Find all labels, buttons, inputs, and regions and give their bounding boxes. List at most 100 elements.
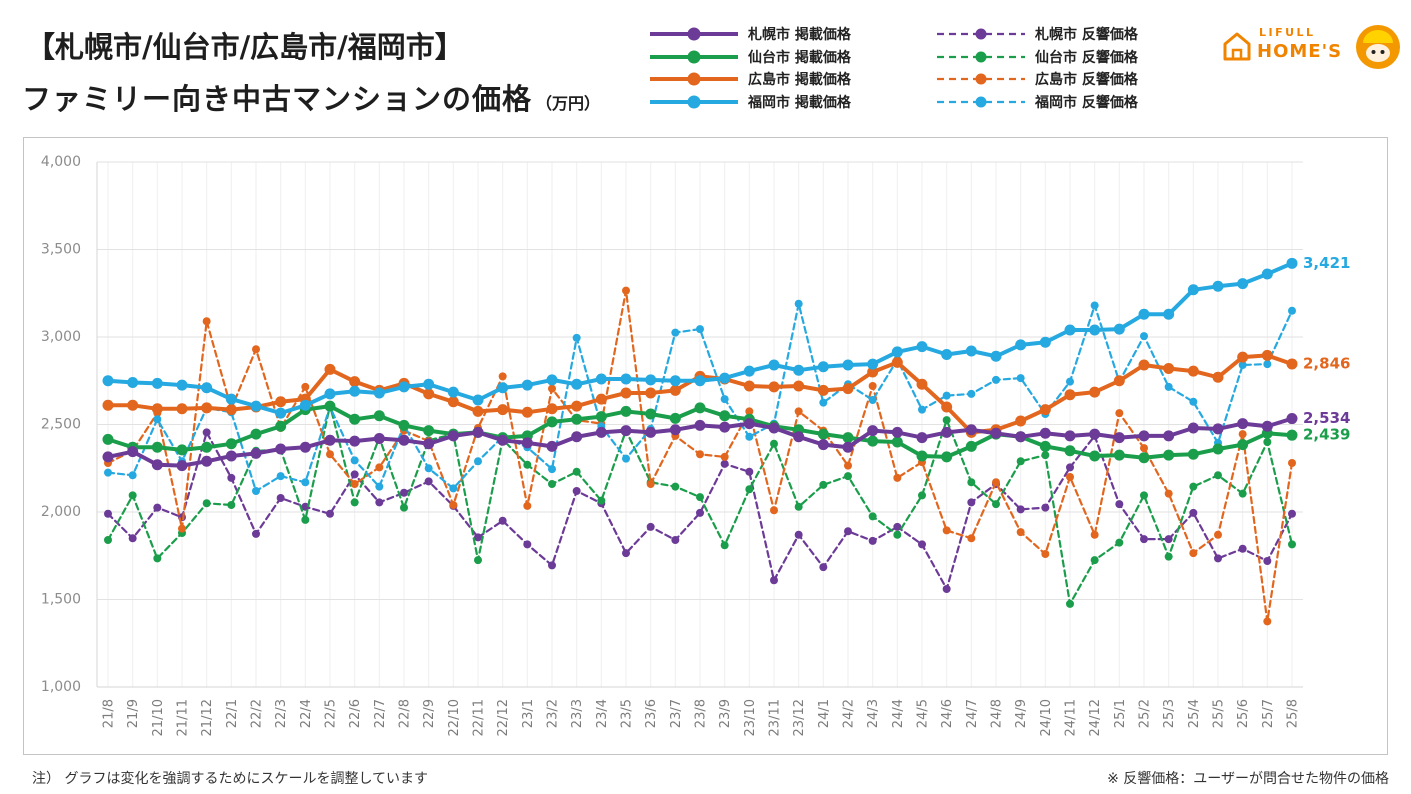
data-point-hiroshima-inquiry (1090, 530, 1099, 539)
data-point-sapporo-inquiry (252, 529, 260, 538)
data-point-fukuoka-listing (127, 377, 139, 388)
data-point-sendai-inquiry (104, 536, 112, 544)
x-tick-label: 23/4 (595, 699, 610, 728)
data-point-sapporo-listing (768, 422, 780, 434)
data-point-sapporo-listing (916, 432, 928, 444)
legend-item-sendai-inquiry: 仙台市 反響価格 (935, 47, 1138, 67)
legend-swatch (937, 28, 1025, 40)
data-point-hiroshima-listing (1015, 415, 1027, 427)
x-tick-label: 22/12 (496, 699, 511, 736)
data-point-fukuoka-inquiry (548, 465, 556, 474)
data-point-hiroshima-inquiry (350, 480, 359, 488)
series-fukuoka-listing (102, 257, 1298, 419)
data-point-sapporo-inquiry (548, 561, 556, 570)
data-point-fukuoka-inquiry (128, 471, 137, 480)
data-point-sapporo-listing (645, 426, 657, 438)
data-point-hiroshima-inquiry (1140, 444, 1148, 453)
data-point-fukuoka-listing (1187, 284, 1199, 296)
data-point-hiroshima-listing (521, 406, 533, 418)
data-point-sapporo-listing (349, 435, 361, 447)
data-point-fukuoka-listing (299, 399, 311, 411)
data-point-hiroshima-listing (324, 363, 336, 375)
data-point-fukuoka-inquiry (868, 396, 877, 404)
data-point-fukuoka-inquiry (1140, 332, 1148, 341)
data-point-fukuoka-listing (1163, 308, 1175, 320)
data-point-fukuoka-inquiry (350, 456, 359, 465)
legend-label: 仙台市 反響価格 (1035, 50, 1138, 66)
data-point-hiroshima-inquiry (868, 382, 877, 390)
data-point-sendai-inquiry (523, 460, 532, 469)
data-point-sendai-listing (225, 438, 237, 450)
data-point-sapporo-listing (990, 427, 1002, 439)
data-point-sendai-listing (398, 419, 410, 431)
data-point-fukuoka-inquiry (1189, 397, 1198, 406)
data-point-sendai-listing (1089, 450, 1101, 462)
end-value-label-fukuoka-listing: 3,421 (1303, 254, 1350, 272)
data-point-sapporo-inquiry (622, 549, 630, 558)
data-point-hiroshima-inquiry (1164, 489, 1173, 498)
data-point-fukuoka-listing (842, 359, 854, 371)
data-point-sapporo-inquiry (918, 540, 926, 549)
data-point-hiroshima-inquiry (202, 317, 211, 326)
data-point-fukuoka-listing (743, 365, 755, 377)
y-tick-label: 1,500 (41, 592, 81, 608)
data-point-sendai-inquiry (1140, 491, 1148, 500)
data-point-sendai-listing (176, 444, 188, 456)
data-point-hiroshima-listing (1064, 389, 1076, 401)
data-point-hiroshima-listing (1163, 363, 1175, 374)
data-point-sendai-listing (1187, 448, 1199, 460)
footnote-scale: 注） グラフは変化を強調するためにスケールを調整しています (32, 771, 429, 787)
data-point-sapporo-listing (1113, 432, 1125, 444)
data-point-sendai-listing (1039, 440, 1051, 452)
data-point-fukuoka-listing (941, 349, 953, 360)
x-tick-label: 22/3 (274, 699, 289, 728)
data-point-sendai-inquiry (1214, 471, 1222, 480)
data-point-sapporo-listing (324, 434, 336, 446)
data-point-sendai-inquiry (967, 478, 976, 487)
data-point-sapporo-inquiry (671, 536, 680, 544)
data-point-sendai-inquiry (1066, 599, 1074, 608)
data-point-fukuoka-listing (1261, 268, 1273, 280)
y-tick-label: 3,000 (41, 329, 81, 345)
data-point-hiroshima-inquiry (178, 524, 186, 533)
data-point-fukuoka-inquiry (276, 472, 285, 481)
data-point-sendai-listing (151, 441, 163, 453)
data-point-sapporo-listing (965, 424, 977, 436)
y-tick-label: 2,000 (41, 504, 81, 520)
data-point-hiroshima-listing (546, 403, 558, 415)
footnote-definition: ※ 反響価格：ユーザーが問合せた物件の価格 (1107, 771, 1389, 787)
data-point-fukuoka-inquiry (449, 484, 458, 493)
data-point-hiroshima-inquiry (622, 286, 630, 295)
data-point-hiroshima-listing (891, 356, 903, 368)
data-point-hiroshima-listing (151, 403, 163, 415)
x-tick-label: 22/9 (422, 699, 437, 728)
data-point-hiroshima-listing (1212, 371, 1224, 383)
x-tick-label: 25/2 (1138, 699, 1153, 728)
data-point-sapporo-inquiry (967, 498, 976, 507)
data-point-hiroshima-inquiry (1041, 550, 1050, 558)
data-point-sapporo-listing (447, 430, 459, 442)
data-point-fukuoka-listing (1064, 324, 1076, 336)
data-point-sendai-inquiry (1288, 540, 1296, 549)
legend-label: 広島市 掲載価格 (748, 72, 851, 88)
end-value-label-sapporo-listing: 2,534 (1303, 409, 1350, 427)
x-tick-label: 23/9 (718, 699, 733, 728)
data-point-sendai-inquiry (1238, 489, 1247, 498)
data-point-fukuoka-listing (965, 345, 977, 357)
data-point-sapporo-listing (201, 455, 213, 467)
data-point-hiroshima-inquiry (720, 452, 729, 461)
data-point-hiroshima-listing (1089, 386, 1101, 398)
x-tick-label: 23/1 (521, 699, 536, 728)
data-point-sendai-listing (620, 405, 632, 417)
data-point-hiroshima-inquiry (1263, 617, 1272, 626)
data-point-sendai-listing (1286, 429, 1298, 441)
data-point-sendai-inquiry (1263, 438, 1272, 446)
data-point-hiroshima-listing (1113, 375, 1125, 387)
data-point-fukuoka-inquiry (720, 395, 729, 404)
data-point-hiroshima-inquiry (1066, 473, 1074, 481)
data-point-hiroshima-inquiry (375, 463, 384, 472)
x-tick-label: 23/3 (570, 699, 585, 728)
data-point-sendai-listing (817, 428, 829, 440)
data-point-sendai-inquiry (1164, 552, 1173, 561)
data-point-sendai-listing (1064, 445, 1076, 457)
